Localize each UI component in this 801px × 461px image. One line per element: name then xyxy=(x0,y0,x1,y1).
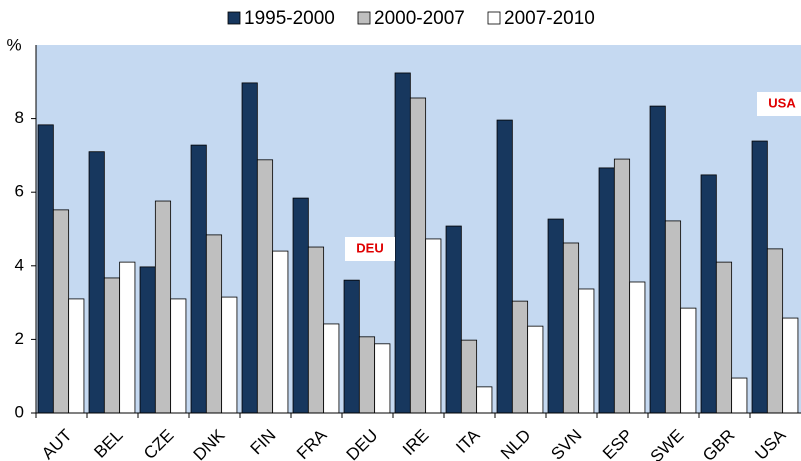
bar xyxy=(358,336,376,414)
legend-swatch xyxy=(487,11,501,25)
bar xyxy=(782,317,799,414)
y-tick-label: 4 xyxy=(15,255,24,274)
annotation: USA xyxy=(768,95,796,110)
bar xyxy=(715,261,733,414)
y-axis-label: % xyxy=(6,35,21,54)
bar xyxy=(613,158,631,414)
bar xyxy=(221,296,238,414)
bar xyxy=(343,279,360,414)
bar xyxy=(562,242,580,414)
bar xyxy=(445,225,462,414)
x-tick-label: ESP xyxy=(599,426,636,461)
bar xyxy=(374,343,391,414)
bar xyxy=(598,167,615,414)
legend-label: 1995-2000 xyxy=(244,8,335,29)
bar xyxy=(68,298,85,414)
bar xyxy=(496,119,513,414)
bar xyxy=(511,300,529,414)
bar xyxy=(52,209,70,414)
annotation-box xyxy=(757,92,801,116)
bar xyxy=(731,377,748,414)
x-tick-label: NLD xyxy=(497,426,534,461)
x-tick-label: DEU xyxy=(343,426,382,461)
x-tick-label: BEL xyxy=(90,426,126,461)
legend-label: 2007-2010 xyxy=(504,8,595,29)
legend-label: 2000-2007 xyxy=(374,8,465,29)
x-tick-label: ITA xyxy=(452,425,484,457)
y-tick-label: 0 xyxy=(15,402,24,421)
bar xyxy=(103,277,121,414)
x-tick-label: AUT xyxy=(38,426,75,461)
bar xyxy=(256,159,274,414)
x-tick-label: SVN xyxy=(547,426,585,461)
bar xyxy=(292,197,309,414)
bar xyxy=(394,72,411,414)
x-tick-label: FIN xyxy=(247,426,280,459)
bar xyxy=(323,323,340,414)
bar xyxy=(139,266,156,414)
bar xyxy=(527,325,544,414)
bar xyxy=(37,124,54,414)
bar xyxy=(629,281,646,414)
bar xyxy=(409,97,427,414)
x-tick-label: IRE xyxy=(399,426,432,459)
bar xyxy=(88,151,105,414)
bar xyxy=(664,220,682,414)
legend-swatch xyxy=(227,11,241,25)
bar xyxy=(680,307,697,414)
bar xyxy=(307,246,325,414)
legend-swatch xyxy=(357,11,371,25)
bar xyxy=(766,248,784,414)
y-tick-label: 8 xyxy=(15,108,24,127)
bar xyxy=(460,339,478,414)
annotation: DEU xyxy=(356,240,383,255)
bar xyxy=(190,144,207,414)
x-tick-label: FRA xyxy=(293,425,331,461)
bar xyxy=(700,174,717,414)
bars xyxy=(37,72,799,414)
bar xyxy=(476,386,493,414)
bar xyxy=(119,261,136,414)
bar xyxy=(241,82,258,414)
bar xyxy=(547,218,564,414)
x-tick-label: CZE xyxy=(140,426,177,461)
bar xyxy=(154,200,172,414)
bar xyxy=(751,140,768,414)
bar xyxy=(578,288,595,414)
bar xyxy=(425,238,442,414)
bar xyxy=(205,234,223,414)
x-tick-label: SWE xyxy=(647,426,688,461)
x-tick-label: DNK xyxy=(190,425,229,461)
y-tick-label: 2 xyxy=(15,329,24,348)
x-tick-label: USA xyxy=(751,425,790,461)
bar xyxy=(170,298,187,414)
x-tick-label: GBR xyxy=(699,426,738,461)
bar xyxy=(272,250,289,414)
annotation-box xyxy=(345,237,395,261)
bar xyxy=(649,105,666,414)
y-tick-label: 6 xyxy=(15,182,24,201)
